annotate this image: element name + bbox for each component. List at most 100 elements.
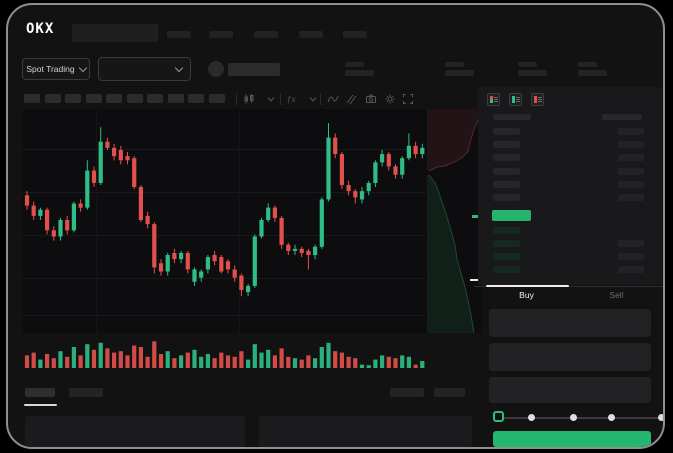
slider-stop-dot[interactable] <box>570 414 577 421</box>
ask-row-placeholder <box>493 180 520 188</box>
mid-price-tick <box>472 215 482 218</box>
toolbar-chip-placeholder <box>147 94 163 103</box>
bid-amount-placeholder <box>618 240 644 247</box>
pair-selector-dropdown[interactable] <box>98 57 191 81</box>
ask-row-placeholder <box>493 167 520 175</box>
total-input-placeholder[interactable] <box>489 377 651 403</box>
coin-avatar <box>208 61 224 77</box>
slider-stop-dot[interactable] <box>608 414 615 421</box>
depth-overlay <box>427 109 482 333</box>
ask-row-placeholder <box>493 141 520 149</box>
nav-item-placeholder <box>167 31 191 38</box>
chevron-down-icon[interactable] <box>264 92 278 106</box>
okx-logo: OKX <box>26 21 55 37</box>
toolbar-chip-placeholder <box>106 94 122 103</box>
toolbar-chip-placeholder <box>85 94 102 103</box>
orderbook-combined-icon[interactable] <box>487 93 500 106</box>
amount-slider-handle[interactable] <box>493 411 504 422</box>
gridline <box>239 109 240 333</box>
gridline <box>22 315 426 316</box>
stat-label-placeholder <box>345 62 364 67</box>
volume-bars <box>24 341 425 368</box>
ask-amount-placeholder <box>618 167 644 175</box>
toolbar-chip-placeholder <box>44 94 61 103</box>
chevron-down-icon <box>78 63 87 72</box>
amount-input-placeholder[interactable] <box>489 343 651 371</box>
ask-amount-placeholder <box>618 194 644 201</box>
chevron-down-icon[interactable] <box>306 92 320 106</box>
gridline <box>22 278 426 279</box>
ask-amount-placeholder <box>618 141 644 149</box>
nav-item-placeholder <box>209 31 233 38</box>
gridline <box>96 109 97 333</box>
buy-submit-button[interactable] <box>493 431 651 447</box>
toolbar-chip-placeholder <box>65 94 81 103</box>
ask-row-placeholder <box>493 128 520 135</box>
amount-slider-track[interactable] <box>498 417 662 419</box>
gridline <box>22 235 426 236</box>
indicators-icon[interactable]: ƒx <box>286 92 300 106</box>
stat-value-placeholder <box>578 70 607 76</box>
nav-item-placeholder <box>254 31 278 38</box>
tab-buy[interactable]: Buy <box>519 290 534 300</box>
bottom-action-placeholder <box>390 388 424 397</box>
search-placeholder[interactable] <box>72 24 158 42</box>
stat-value-placeholder <box>445 70 474 76</box>
orderbook-col-header <box>493 114 531 120</box>
chevron-down-icon <box>174 63 184 72</box>
bottom-tab[interactable] <box>69 388 103 397</box>
slider-stop-dot[interactable] <box>658 414 663 421</box>
orderbook-col-header <box>602 114 642 120</box>
price-input-placeholder[interactable] <box>489 309 651 337</box>
tab-sell[interactable]: Sell <box>609 290 624 300</box>
price-chart[interactable] <box>22 109 482 333</box>
last-price-bar <box>492 210 531 221</box>
gridline <box>22 192 426 193</box>
market-type-label: Spot Trading <box>26 64 75 74</box>
camera-icon[interactable] <box>364 92 378 106</box>
stat-label-placeholder <box>445 62 464 67</box>
orders-panel-placeholder <box>259 416 472 447</box>
pair-name-placeholder <box>228 63 280 76</box>
orders-panel-placeholder <box>25 416 245 447</box>
stat-label-placeholder <box>578 62 597 67</box>
app-window: OKX Spot Trading ƒx <box>6 3 665 449</box>
parallel-channel-icon[interactable] <box>344 92 358 106</box>
ask-amount-placeholder <box>618 180 644 188</box>
toolbar-chip-placeholder <box>167 94 184 103</box>
last-price-tick <box>470 279 482 281</box>
trendline-icon[interactable] <box>326 92 340 106</box>
trade-sidebar: Buy Sell <box>474 87 663 447</box>
buy-tab-indicator <box>486 285 569 287</box>
toolbar-chip-placeholder <box>126 94 143 103</box>
bottom-tab-indicator <box>24 404 57 406</box>
candles-icon[interactable] <box>242 92 256 106</box>
slider-stop-dot[interactable] <box>528 414 535 421</box>
candles-svg <box>24 123 425 297</box>
bid-amount-placeholder <box>618 253 644 260</box>
ask-amount-placeholder <box>618 128 644 135</box>
stat-value-placeholder <box>345 70 374 76</box>
nav-item-placeholder <box>299 31 323 38</box>
orderbook-asks-icon[interactable] <box>531 93 544 106</box>
ask-amount-placeholder <box>618 154 644 162</box>
bid-row-placeholder <box>493 266 520 273</box>
market-type-selector[interactable]: Spot Trading <box>22 58 90 80</box>
bid-row-placeholder <box>493 227 520 234</box>
gridline <box>22 149 426 150</box>
bid-row-placeholder <box>493 253 520 260</box>
stat-label-placeholder <box>518 62 537 67</box>
toolbar-chip-placeholder <box>208 94 225 103</box>
toolbar-chip-placeholder <box>188 94 204 103</box>
stat-value-placeholder <box>518 70 547 76</box>
bid-amount-placeholder <box>618 266 644 273</box>
orderbook-bids-icon[interactable] <box>509 93 522 106</box>
fullscreen-icon[interactable] <box>401 92 415 106</box>
settings-icon[interactable] <box>383 92 397 106</box>
bottom-action-placeholder <box>434 388 465 397</box>
toolbar-chip-placeholder <box>24 94 40 103</box>
ask-row-placeholder <box>493 154 520 162</box>
ask-row-placeholder <box>493 194 520 201</box>
nav-item-placeholder <box>343 31 367 38</box>
bottom-tab-active[interactable] <box>25 388 55 397</box>
